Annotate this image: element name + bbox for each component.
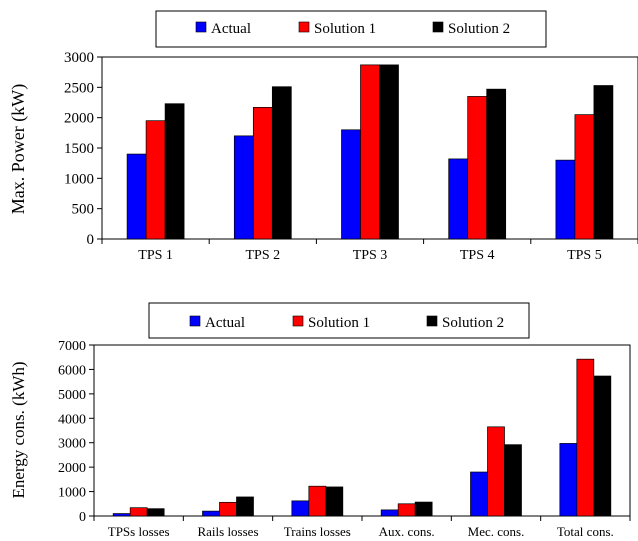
chart-2-y-ticks: 0 1000 2000 3000 4000 5000 6000 7000 xyxy=(58,339,94,525)
chart-1-x-tick-label: TPS 3 xyxy=(353,248,388,263)
chart-2-x-tick-label: TPSs losses xyxy=(108,524,170,539)
chart-2-bar-solution-1 xyxy=(219,501,237,517)
chart-1-legend-label-solution-1: Solution 1 xyxy=(314,21,376,37)
chart-2-bar-solution-1 xyxy=(308,485,327,517)
chart-2-bar-actual xyxy=(112,513,131,517)
chart-2-y-tick-label: 7000 xyxy=(58,339,86,354)
chart-1-legend: Actual Solution 1 Solution 2 xyxy=(195,21,510,37)
chart-1: Actual Solution 1 Solution 2 0 500 1000 150… xyxy=(8,10,638,263)
chart-1-y-tick-label: 2000 xyxy=(64,111,94,127)
chart-2-x-tick-label: Aux. cons. xyxy=(379,524,435,539)
chart-2-bar-solution-1 xyxy=(576,358,595,517)
chart-2-y-tick-label: 3000 xyxy=(58,437,86,452)
chart-2-legend-label-solution-2: Solution 2 xyxy=(442,315,504,331)
chart-1-y-tick-label: 1000 xyxy=(64,171,94,187)
chart-1-y-tick-label: 1500 xyxy=(64,141,94,157)
chart-1-legend-swatch-actual xyxy=(195,21,207,33)
chart-1-bar-actual xyxy=(233,135,254,240)
chart-2-bar-solution-2 xyxy=(236,496,254,517)
chart-2-y-tick-label: 0 xyxy=(79,510,86,525)
chart-2-bar-solution-1 xyxy=(129,507,148,517)
chart-2-x-tick-label: Trains losses xyxy=(284,524,351,539)
chart-1-bar-actual xyxy=(555,159,576,240)
chart-1-y-axis-label: Max. Power (kW) xyxy=(8,84,29,214)
chart-1-legend-label-solution-2: Solution 2 xyxy=(448,21,510,37)
chart-1-bar-solution-2 xyxy=(379,64,399,240)
chart-2-bar-actual xyxy=(470,471,488,517)
chart-2-bar-actual xyxy=(559,443,578,517)
chart-1-bar-solution-2 xyxy=(164,103,185,240)
chart-1-bar-solution-1 xyxy=(574,114,595,240)
chart-2-bar-actual xyxy=(380,509,399,517)
chart-2-bar-actual xyxy=(291,500,310,517)
chart-1-bars xyxy=(126,64,614,240)
chart-1-y-ticks: 0 500 1000 1500 2000 2500 3000 xyxy=(64,50,102,248)
chart-2-x-tick-label: Mec. cons. xyxy=(468,524,525,539)
chart-1-bar-solution-2 xyxy=(271,86,292,240)
chart-2-bar-solution-2 xyxy=(593,375,612,517)
chart-1-x-tick-label: TPS 1 xyxy=(138,248,173,263)
chart-1-legend-swatch-solution-1 xyxy=(298,21,310,33)
chart-2-x-ticks: TPSs losses Rails losses Trains losses Aux.… xyxy=(93,516,631,539)
chart-2-x-tick-label: Rails losses xyxy=(197,524,258,539)
chart-1-bar-actual xyxy=(448,158,469,240)
chart-2-bar-solution-1 xyxy=(397,503,416,517)
chart-1-legend-box xyxy=(155,10,547,48)
chart-2-legend-box xyxy=(148,302,530,339)
chart-2-legend: Actual Solution 1 Solution 2 xyxy=(189,315,504,331)
chart-1-bar-solution-1 xyxy=(360,64,380,240)
chart-2-bar-solution-2 xyxy=(325,486,344,517)
chart-2-legend-label-solution-1: Solution 1 xyxy=(308,315,370,331)
chart-1-y-tick-label: 3000 xyxy=(64,50,94,66)
chart-1-bar-solution-2 xyxy=(486,88,507,240)
chart-1-x-ticks: TPS 1 TPS 2 TPS 3 TPS 4 TPS 5 xyxy=(101,239,638,263)
chart-2-bar-solution-2 xyxy=(146,508,165,517)
chart-1-legend-swatch-solution-2 xyxy=(432,21,444,33)
chart-1-bar-solution-1 xyxy=(467,96,488,240)
chart-2-bar-solution-2 xyxy=(414,501,433,517)
chart-1-y-tick-label: 2500 xyxy=(64,80,94,96)
chart-2-y-axis-label: Energy cons. (kWh) xyxy=(9,361,28,498)
chart-2-legend-label-actual: Actual xyxy=(205,315,245,331)
chart-1-bar-actual xyxy=(126,153,147,240)
chart-1-x-tick-label: TPS 5 xyxy=(567,248,602,263)
chart-1-y-tick-label: 500 xyxy=(72,202,95,218)
chart-1-legend-label-actual: Actual xyxy=(211,21,251,37)
chart-1-x-tick-label: TPS 4 xyxy=(460,248,495,263)
chart-2-y-tick-label: 6000 xyxy=(58,363,86,378)
chart-1-bar-solution-1 xyxy=(252,107,273,240)
chart-2-y-tick-label: 1000 xyxy=(58,486,86,501)
chart-2-legend-swatch-actual xyxy=(189,315,201,327)
chart-2-y-tick-label: 5000 xyxy=(58,388,86,403)
chart-2-y-tick-label: 2000 xyxy=(58,461,86,476)
chart-2-bar-solution-2 xyxy=(504,444,522,517)
chart-2-x-tick-label: Total cons. xyxy=(557,524,614,539)
chart-2-bars xyxy=(112,358,612,517)
chart-2-bar-solution-1 xyxy=(487,426,505,517)
chart-2-y-tick-label: 4000 xyxy=(58,412,86,427)
chart-2: Actual Solution 1 Solution 2 0 1000 2000 30… xyxy=(9,302,631,539)
chart-1-bar-solution-2 xyxy=(593,85,614,240)
chart-2-legend-swatch-solution-2 xyxy=(426,315,438,327)
chart-2-bar-actual xyxy=(202,510,220,517)
chart-2-plot-frame xyxy=(93,344,631,517)
chart-1-y-tick-label: 0 xyxy=(87,232,95,248)
chart-1-bar-solution-1 xyxy=(145,120,166,240)
chart-2-legend-swatch-solution-1 xyxy=(292,315,304,327)
chart-1-x-tick-label: TPS 2 xyxy=(245,248,280,263)
chart-1-bar-actual xyxy=(341,129,361,240)
